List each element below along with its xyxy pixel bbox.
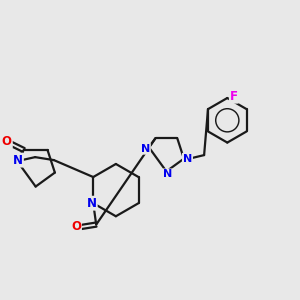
Text: O: O xyxy=(2,135,12,148)
Text: N: N xyxy=(13,154,23,166)
Text: O: O xyxy=(71,220,81,233)
Text: F: F xyxy=(230,90,238,103)
Text: N: N xyxy=(141,144,150,154)
Text: N: N xyxy=(163,169,172,179)
Text: N: N xyxy=(183,154,192,164)
Text: N: N xyxy=(87,197,97,210)
